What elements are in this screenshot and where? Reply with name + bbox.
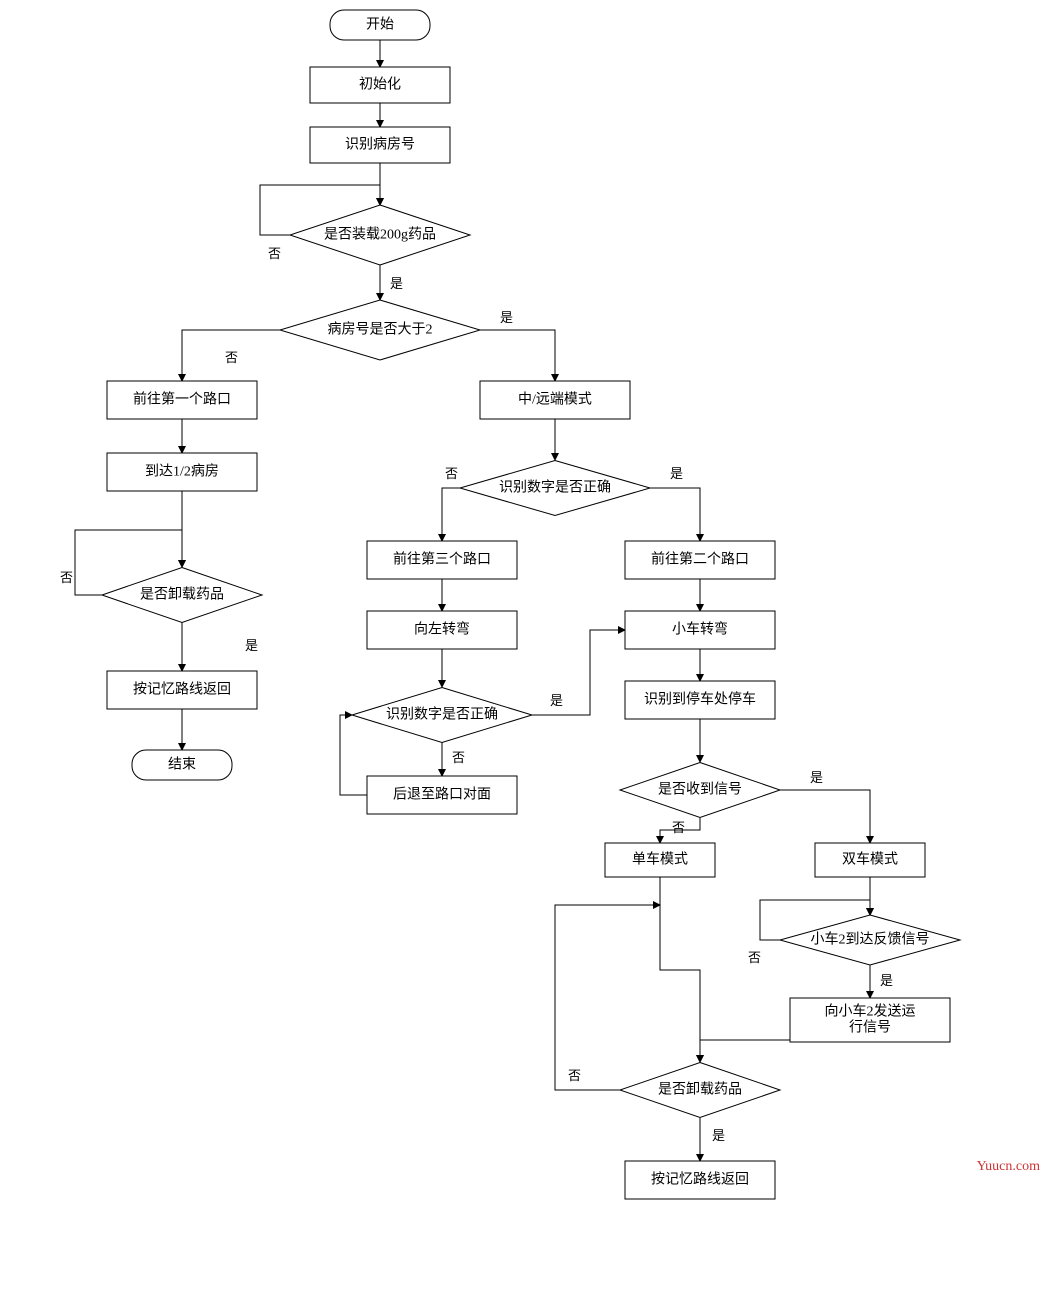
node-label: 识别病房号 [345, 137, 415, 153]
edge-label: 否 [672, 820, 685, 835]
edge-label: 是 [245, 638, 258, 653]
flowchart-canvas: 是否否是否是否否是是否是是否是否开始初始化识别病房号是否装载200g药品病房号是… [0, 0, 1060, 1308]
node-start: 开始 [330, 10, 430, 40]
node-label: 前往第三个路口 [393, 551, 491, 568]
node-label: 是否装载200g药品 [324, 227, 436, 243]
node-label: 识别数字是否正确 [386, 707, 498, 723]
node-label: 向左转弯 [414, 621, 470, 638]
watermark-text: Yuucn.com [977, 1159, 1040, 1174]
node-digit1: 识别数字是否正确 [460, 461, 650, 516]
node-label: 识别到停车处停车 [644, 691, 756, 708]
edge-label: 是 [810, 770, 823, 785]
node-goto1: 前往第一个路口 [107, 381, 257, 419]
edge [442, 488, 460, 541]
node-turnL: 向左转弯 [367, 611, 517, 649]
node-return2: 按记忆路线返回 [625, 1161, 775, 1199]
edge-label: 是 [712, 1128, 725, 1143]
edge-label: 否 [225, 350, 238, 365]
edge [650, 488, 700, 541]
edge [555, 905, 660, 1090]
node-goto2: 前往第二个路口 [625, 541, 775, 579]
node-label: 病房号是否大于2 [328, 322, 433, 338]
edge [660, 877, 700, 1062]
node-label: 行信号 [849, 1020, 891, 1036]
node-label: 结束 [168, 757, 196, 773]
node-gotsig: 是否收到信号 [620, 763, 780, 818]
edge-label: 是 [550, 693, 563, 708]
node-label: 是否卸载药品 [658, 1082, 742, 1098]
edge-label: 否 [445, 466, 458, 481]
node-label: 是否收到信号 [658, 782, 742, 798]
node-room2: 病房号是否大于2 [280, 300, 480, 360]
node-label: 中/远端模式 [518, 392, 592, 408]
edge [532, 630, 625, 715]
edge [700, 1040, 790, 1062]
node-arrive12: 到达1/2病房 [107, 453, 257, 491]
node-return1: 按记忆路线返回 [107, 671, 257, 709]
edge [780, 790, 870, 843]
edge-label: 否 [268, 246, 281, 261]
node-goto3: 前往第三个路口 [367, 541, 517, 579]
node-label: 初始化 [359, 76, 401, 93]
node-unload1: 是否卸载药品 [102, 568, 262, 623]
edge [340, 715, 367, 795]
node-reverse: 后退至路口对面 [367, 776, 517, 814]
node-digit2: 识别数字是否正确 [352, 688, 532, 743]
node-unload2: 是否卸载药品 [620, 1063, 780, 1118]
node-single: 单车模式 [605, 843, 715, 877]
node-car2fb: 小车2到达反馈信号 [780, 915, 960, 965]
edge-label: 是 [500, 310, 513, 325]
node-label: 是否卸载药品 [140, 587, 224, 603]
node-end: 结束 [132, 750, 232, 780]
node-label: 识别数字是否正确 [499, 480, 611, 496]
node-label: 单车模式 [632, 851, 688, 868]
nodes-layer: 开始初始化识别病房号是否装载200g药品病房号是否大于2 前往第一个路口到达1/2… [102, 10, 960, 1199]
node-carturn: 小车转弯 [625, 611, 775, 649]
edge [480, 330, 555, 381]
edge-label: 否 [568, 1068, 581, 1083]
node-label: 向小车2发送运 [825, 1003, 916, 1020]
node-label: 双车模式 [842, 851, 898, 868]
edge-label: 是 [670, 466, 683, 481]
edge-label: 是 [880, 973, 893, 988]
node-init: 初始化 [310, 67, 450, 103]
node-label: 小车转弯 [672, 621, 728, 638]
node-label: 前往第一个路口 [133, 391, 231, 408]
node-label: 到达1/2病房 [145, 464, 219, 480]
node-label: 后退至路口对面 [393, 787, 491, 803]
edge-label: 否 [748, 950, 761, 965]
node-recog: 识别病房号 [310, 127, 450, 163]
node-label: 按记忆路线返回 [133, 682, 231, 698]
edge-label: 否 [452, 750, 465, 765]
node-midmode: 中/远端模式 [480, 381, 630, 419]
node-label: 开始 [366, 17, 394, 33]
edge-label: 是 [390, 276, 403, 291]
node-label: 按记忆路线返回 [651, 1172, 749, 1188]
node-parkstop: 识别到停车处停车 [625, 681, 775, 719]
edge-label: 否 [60, 570, 73, 585]
node-sendrun: 向小车2发送运行信号 [790, 998, 950, 1042]
node-load200: 是否装载200g药品 [290, 205, 470, 265]
node-label: 小车2到达反馈信号 [811, 931, 930, 948]
node-label: 前往第二个路口 [651, 551, 749, 568]
node-dual: 双车模式 [815, 843, 925, 877]
